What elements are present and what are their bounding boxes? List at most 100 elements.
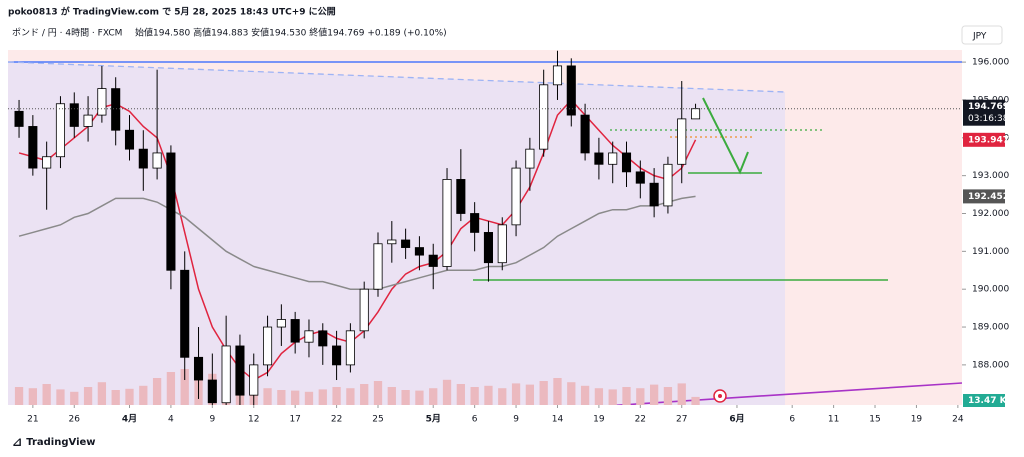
candle-body bbox=[111, 88, 121, 131]
candle-body bbox=[483, 232, 493, 264]
candle-body bbox=[28, 126, 38, 169]
candle-body bbox=[649, 182, 659, 207]
candle-body bbox=[193, 356, 204, 381]
candle-body bbox=[497, 224, 507, 264]
volume-box bbox=[963, 394, 1005, 407]
header-title: poko0813 が TradingView.com で 5月 28, 2025… bbox=[8, 6, 336, 18]
volume-bar bbox=[470, 387, 479, 405]
candle-body bbox=[345, 330, 355, 366]
candle-body bbox=[318, 330, 328, 347]
x-tick-label: 9 bbox=[513, 415, 519, 425]
volume-bar bbox=[580, 385, 590, 405]
candle-body bbox=[304, 330, 314, 343]
candle-body bbox=[14, 110, 24, 127]
x-tick-label: 22 bbox=[331, 415, 342, 425]
volume-bar bbox=[539, 381, 548, 405]
x-tick-label: 6月 bbox=[729, 414, 744, 425]
footer-text: TradingView bbox=[26, 437, 95, 448]
ohlc-line: 始値194.580 高値194.883 安値194.530 終値194.769 … bbox=[135, 27, 447, 39]
x-tick-label: 5月 bbox=[426, 414, 441, 425]
candle-body bbox=[525, 148, 535, 169]
candle-body bbox=[152, 152, 162, 169]
plot bbox=[8, 50, 962, 405]
x-tick-label: 6 bbox=[472, 415, 478, 425]
x-tick-label: 11 bbox=[828, 415, 839, 425]
x-tick-label: 4 bbox=[168, 415, 174, 425]
candle-body bbox=[359, 288, 369, 332]
candle-body bbox=[677, 118, 687, 165]
candle-body bbox=[221, 345, 231, 404]
currency-box bbox=[961, 25, 1003, 45]
x-tick-label: 9 bbox=[209, 415, 215, 425]
candle-body bbox=[373, 243, 383, 290]
candle-body bbox=[401, 239, 411, 248]
volume-bar bbox=[691, 396, 700, 405]
candle-body bbox=[608, 152, 618, 165]
volume-bar bbox=[387, 387, 396, 405]
volume-bar bbox=[97, 382, 107, 405]
candle-body bbox=[456, 179, 466, 214]
x-tick-label: 15 bbox=[869, 415, 880, 425]
x-tick-label: 6 bbox=[789, 415, 795, 425]
volume-bar bbox=[291, 390, 300, 405]
volume-bar bbox=[553, 378, 562, 405]
volume-bar bbox=[567, 382, 576, 405]
volume-bar bbox=[456, 384, 465, 405]
volume-bar bbox=[70, 391, 79, 405]
volume-bar bbox=[484, 385, 493, 405]
ma-price-box bbox=[963, 132, 1005, 147]
candle-body bbox=[97, 88, 107, 116]
candle-body bbox=[635, 171, 645, 184]
candle-body bbox=[263, 326, 273, 366]
candle-body bbox=[235, 345, 245, 396]
footer: ⊿ TradingView bbox=[12, 435, 96, 449]
candle-body bbox=[594, 152, 604, 165]
volume-bar bbox=[42, 384, 51, 405]
volume-bar bbox=[14, 387, 24, 405]
ma-price-box bbox=[963, 189, 1005, 204]
candle-body bbox=[539, 84, 549, 150]
x-tick-label: 19 bbox=[593, 415, 605, 425]
volume-bar bbox=[525, 384, 535, 405]
x-tick-label: 26 bbox=[69, 415, 81, 425]
candle-body bbox=[83, 114, 93, 127]
y-tick-label: 192.000 bbox=[972, 209, 1009, 219]
shaded-zone bbox=[8, 62, 785, 405]
volume-label: 13.47 K bbox=[968, 396, 1008, 406]
candle-body bbox=[566, 65, 576, 116]
x-tick-label: 12 bbox=[248, 415, 259, 425]
ma-price-label: 192.452 bbox=[968, 192, 1009, 202]
last-price-box bbox=[963, 99, 1005, 126]
volume-bar bbox=[622, 387, 631, 405]
ma-price-label: 193.947 bbox=[968, 135, 1009, 145]
volume-bar bbox=[649, 384, 659, 405]
arrow bbox=[702, 97, 749, 175]
x-tick-label: 19 bbox=[911, 415, 923, 425]
volume-bar bbox=[511, 383, 521, 405]
volume-bar bbox=[401, 390, 410, 405]
y-tick-label: 191.000 bbox=[972, 247, 1009, 257]
candle-body bbox=[691, 108, 701, 120]
volume-bar bbox=[152, 378, 162, 405]
candle-body bbox=[138, 148, 148, 169]
volume-bar bbox=[677, 383, 686, 405]
candle-body bbox=[276, 319, 286, 328]
y-tick-label: 196.000 bbox=[972, 58, 1009, 68]
x-tick-label: 21 bbox=[27, 415, 38, 425]
volume-bar bbox=[263, 388, 272, 405]
x-tick-label: 22 bbox=[635, 415, 646, 425]
candle-body bbox=[442, 179, 452, 267]
volume-bar bbox=[180, 369, 189, 405]
y-tick-label: 193.000 bbox=[972, 171, 1009, 181]
candle-body bbox=[387, 239, 397, 245]
moving-average bbox=[18, 195, 696, 290]
volume-bar bbox=[125, 388, 134, 405]
volume-bar bbox=[28, 388, 37, 405]
volume-bar bbox=[429, 388, 438, 405]
symbol: ポンド / 円 · 4時間 · FXCM bbox=[12, 28, 122, 39]
currency: JPY bbox=[972, 32, 987, 42]
volume-bar bbox=[442, 379, 452, 405]
x-tick-label: 27 bbox=[676, 415, 687, 425]
countdown: 03:16:38 bbox=[968, 114, 1009, 124]
